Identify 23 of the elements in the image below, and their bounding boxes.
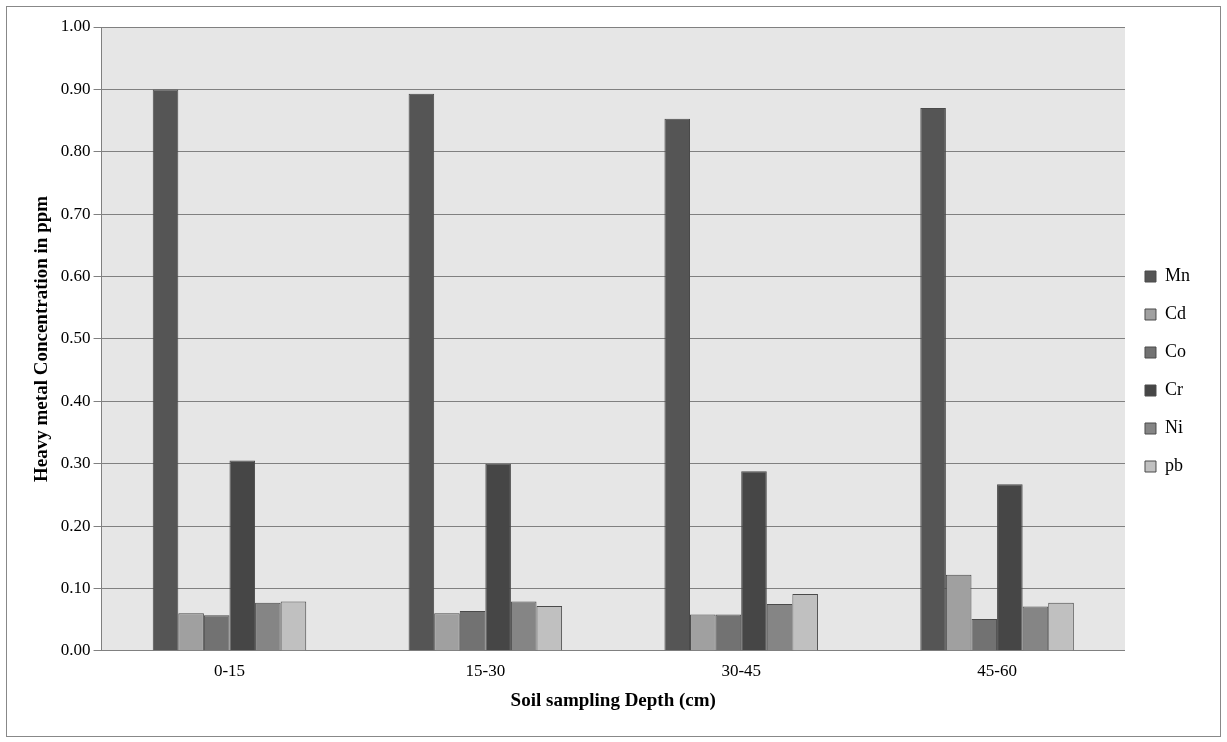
y-tick-label: 0.60 xyxy=(60,265,91,285)
y-tick-label: 0.30 xyxy=(60,453,91,473)
y-tick-label: 0.50 xyxy=(60,328,91,348)
x-tick-label: 0-15 xyxy=(213,661,246,681)
legend-label: Cr xyxy=(1165,379,1183,400)
x-tick-label: 30-45 xyxy=(721,661,762,681)
y-tick-label: 1.00 xyxy=(60,16,91,36)
y-axis-title: Heavy metal Concentration in ppm xyxy=(30,195,52,482)
y-tick-label: 0.00 xyxy=(60,640,91,660)
y-tick-label: 0.40 xyxy=(60,390,91,410)
x-tick-label: 45-60 xyxy=(977,661,1017,681)
y-tick-label: 0.10 xyxy=(60,577,91,597)
legend-label: pb xyxy=(1165,455,1183,476)
legend-label: Cd xyxy=(1165,303,1187,324)
x-axis-title: Soil sampling Depth (cm) xyxy=(510,688,716,711)
y-tick-label: 0.70 xyxy=(60,203,91,223)
y-tick-label: 0.90 xyxy=(60,78,91,98)
legend-label: Ni xyxy=(1165,417,1183,438)
x-tick-label: 15-30 xyxy=(465,661,506,681)
legend-label: Co xyxy=(1165,341,1187,362)
legend-label: Mn xyxy=(1165,265,1191,286)
y-tick-label: 0.80 xyxy=(60,141,91,161)
y-tick-label: 0.20 xyxy=(60,515,91,535)
